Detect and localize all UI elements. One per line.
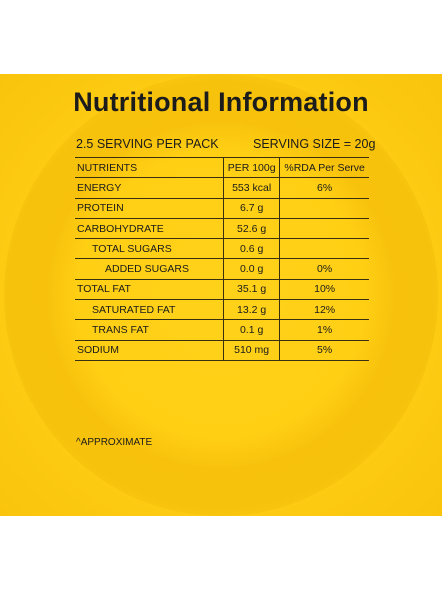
nutrient-per-100g: 6.7 g <box>223 198 280 219</box>
table-row: TOTAL FAT 35.1 g 10% <box>75 279 369 301</box>
nutrient-name: SODIUM <box>75 340 224 361</box>
nutrient-rda: 12% <box>279 299 369 321</box>
nutrient-per-100g: 510 mg <box>223 340 280 361</box>
table-row: PROTEIN 6.7 g <box>75 198 369 219</box>
table-header-row: NUTRIENTS PER 100g %RDA Per Serve <box>75 156 369 179</box>
nutrient-rda: 6% <box>279 177 369 199</box>
table-row: CARBOHYDRATE 52.6 g <box>75 218 369 240</box>
table-row: TOTAL SUGARS 0.6 g <box>75 238 369 260</box>
table-row: SODIUM 510 mg 5% <box>75 340 369 361</box>
nutrient-name: SATURATED FAT <box>75 299 224 321</box>
nutrient-name: PROTEIN <box>75 198 224 219</box>
column-header-rda: %RDA Per Serve <box>279 156 369 179</box>
nutrient-rda: 10% <box>279 279 369 301</box>
serving-size: SERVING SIZE = 20g <box>253 137 376 151</box>
nutrient-name: CARBOHYDRATE <box>75 218 224 240</box>
nutrition-table: NUTRIENTS PER 100g %RDA Per Serve ENERGY… <box>75 156 369 361</box>
table-row: TRANS FAT 0.1 g 1% <box>75 319 369 341</box>
table-row: SATURATED FAT 13.2 g 12% <box>75 299 369 321</box>
page-title: Nutritional Information <box>73 87 369 117</box>
nutrient-rda <box>279 218 369 240</box>
servings-per-pack: 2.5 SERVING PER PACK <box>76 137 219 151</box>
nutrient-name: TOTAL FAT <box>75 279 224 301</box>
nutrient-rda: 0% <box>279 258 369 280</box>
footnote: ^APPROXIMATE <box>76 437 153 448</box>
nutrient-rda <box>279 198 369 219</box>
nutrient-name: TOTAL SUGARS <box>75 238 224 260</box>
nutrient-per-100g: 553 kcal <box>223 177 280 199</box>
table-row: ENERGY 553 kcal 6% <box>75 177 369 199</box>
nutrient-per-100g: 35.1 g <box>223 279 280 301</box>
nutrient-per-100g: 0.6 g <box>223 238 280 260</box>
nutrient-per-100g: 52.6 g <box>223 218 280 240</box>
nutrient-per-100g: 13.2 g <box>223 299 280 321</box>
nutrient-name: TRANS FAT <box>75 319 224 341</box>
nutrient-name: ENERGY <box>75 177 224 199</box>
nutrient-per-100g: 0.1 g <box>223 319 280 341</box>
nutrient-rda <box>279 238 369 260</box>
column-header-nutrients: NUTRIENTS <box>75 156 224 179</box>
table-row: ADDED SUGARS 0.0 g 0% <box>75 258 369 280</box>
column-header-per-100g: PER 100g <box>223 156 280 179</box>
nutrient-per-100g: 0.0 g <box>223 258 280 280</box>
nutrient-rda: 5% <box>279 340 369 361</box>
nutrient-name: ADDED SUGARS <box>75 258 224 280</box>
nutrient-rda: 1% <box>279 319 369 341</box>
